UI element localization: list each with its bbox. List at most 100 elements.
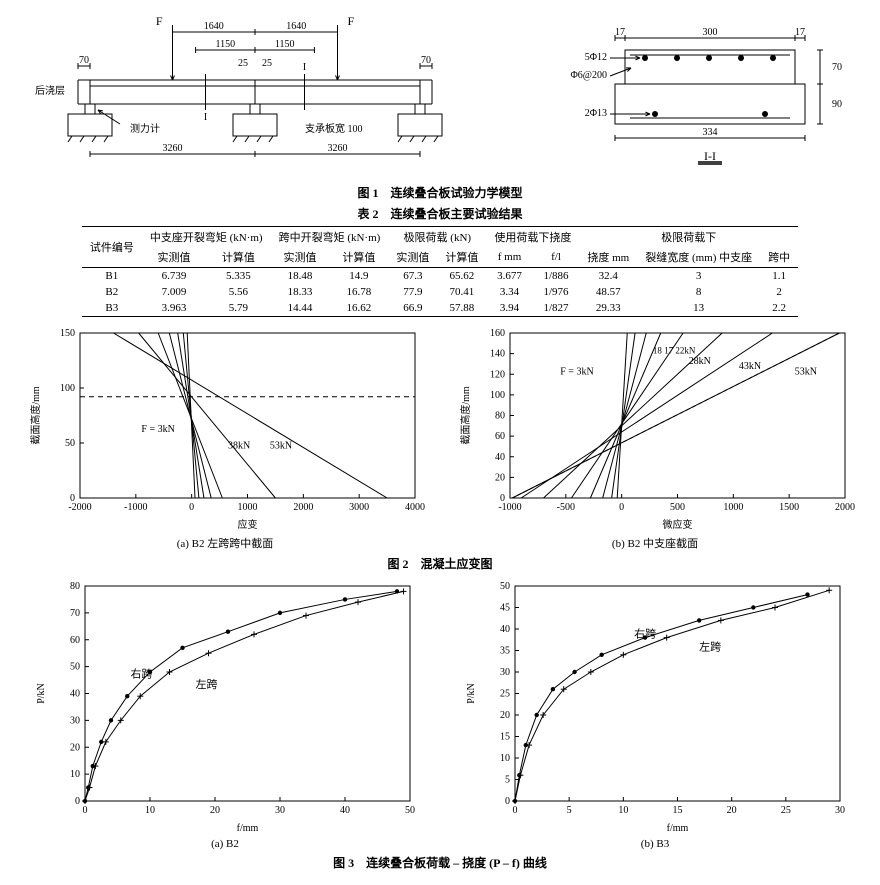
svg-text:70: 70: [79, 55, 89, 66]
svg-text:10: 10: [500, 753, 510, 764]
svg-text:-500: -500: [557, 502, 575, 513]
svg-text:截面高度/mm: 截面高度/mm: [29, 386, 42, 445]
svg-text:10: 10: [70, 769, 80, 780]
svg-text:43kN: 43kN: [739, 361, 761, 372]
svg-text:3260: 3260: [163, 143, 183, 154]
svg-text:50: 50: [405, 805, 415, 816]
svg-text:1640: 1640: [204, 21, 224, 32]
svg-text:0: 0: [70, 493, 75, 504]
svg-text:1150: 1150: [215, 39, 235, 50]
svg-text:右跨: 右跨: [634, 627, 656, 641]
tab2-caption: 表 2 连续叠合板主要试验结果: [10, 205, 870, 222]
svg-text:应变: 应变: [238, 518, 258, 531]
svg-text:5Φ12: 5Φ12: [585, 52, 607, 63]
svg-text:-1000: -1000: [124, 502, 147, 513]
svg-text:50: 50: [65, 438, 75, 449]
svg-text:1640: 1640: [286, 21, 306, 32]
svg-text:18 17 22kN: 18 17 22kN: [653, 346, 696, 356]
fig1: FFII16401640115011507070252532603260后浇层测…: [10, 10, 870, 180]
fig1-left-diagram: FFII16401640115011507070252532603260后浇层测…: [35, 10, 465, 180]
fig1-right-diagram: 5Φ12Φ6@2002Φ1330017177090334I-I: [515, 10, 845, 180]
svg-text:80: 80: [70, 581, 80, 592]
svg-text:10: 10: [145, 805, 155, 816]
svg-text:15: 15: [673, 805, 683, 816]
svg-text:f/mm: f/mm: [667, 823, 689, 834]
svg-text:28kN: 28kN: [689, 356, 711, 367]
svg-text:0: 0: [505, 796, 510, 807]
svg-text:2000: 2000: [293, 502, 313, 513]
fig2b-chart: -1000-5000500100015002000020406080100120…: [455, 323, 855, 533]
svg-text:1000: 1000: [723, 502, 743, 513]
svg-text:53kN: 53kN: [795, 366, 817, 377]
svg-text:120: 120: [490, 369, 505, 380]
svg-text:0: 0: [513, 805, 518, 816]
svg-text:左跨: 左跨: [699, 641, 721, 654]
svg-text:20: 20: [495, 472, 505, 483]
svg-text:I: I: [204, 112, 207, 123]
svg-text:截面高度/mm: 截面高度/mm: [459, 386, 472, 445]
svg-text:2000: 2000: [835, 502, 855, 513]
svg-text:I: I: [303, 62, 306, 73]
svg-text:1000: 1000: [238, 502, 258, 513]
svg-text:0: 0: [83, 805, 88, 816]
svg-text:5: 5: [567, 805, 572, 816]
svg-text:P/kN: P/kN: [36, 683, 47, 704]
svg-text:15: 15: [500, 732, 510, 743]
fig1-caption: 图 1 连续叠合板试验力学模型: [10, 184, 870, 201]
svg-text:20: 20: [210, 805, 220, 816]
svg-text:30: 30: [275, 805, 285, 816]
svg-text:30: 30: [500, 667, 510, 678]
svg-text:3000: 3000: [349, 502, 369, 513]
svg-text:300: 300: [703, 27, 718, 38]
svg-text:F = 3kN: F = 3kN: [141, 424, 174, 435]
svg-text:500: 500: [670, 502, 685, 513]
svg-text:100: 100: [490, 390, 505, 401]
svg-text:50: 50: [500, 581, 510, 592]
svg-text:5: 5: [505, 775, 510, 786]
svg-text:334: 334: [703, 127, 718, 138]
svg-text:F: F: [156, 14, 163, 28]
svg-text:70: 70: [832, 62, 842, 73]
svg-text:160: 160: [490, 328, 505, 339]
svg-text:50: 50: [70, 662, 80, 673]
fig3b-chart: 05101520253005101520253035404550f/mmP/kN…: [460, 576, 850, 836]
svg-text:f/mm: f/mm: [237, 823, 259, 834]
svg-text:0: 0: [500, 493, 505, 504]
svg-text:0: 0: [189, 502, 194, 513]
svg-text:微应变: 微应变: [663, 518, 693, 531]
svg-text:F = 3kN: F = 3kN: [560, 366, 593, 377]
svg-text:40: 40: [500, 624, 510, 635]
svg-text:Φ6@200: Φ6@200: [570, 70, 607, 81]
svg-text:90: 90: [832, 99, 842, 110]
svg-text:40: 40: [340, 805, 350, 816]
svg-text:20: 20: [70, 742, 80, 753]
svg-text:10: 10: [618, 805, 628, 816]
svg-text:25: 25: [500, 689, 510, 700]
svg-text:P/kN: P/kN: [466, 683, 477, 704]
table2: 试件编号中支座开裂弯矩 (kN·m)跨中开裂弯矩 (kN·m)极限荷载 (kN)…: [82, 226, 798, 317]
fig2a-sub: (a) B2 左跨跨中截面: [25, 535, 425, 551]
svg-text:70: 70: [421, 55, 431, 66]
svg-text:140: 140: [490, 349, 505, 360]
svg-text:25: 25: [262, 58, 272, 69]
svg-text:60: 60: [70, 635, 80, 646]
svg-text:100: 100: [60, 383, 75, 394]
svg-text:4000: 4000: [405, 502, 425, 513]
svg-text:20: 20: [500, 710, 510, 721]
svg-text:后浇层: 后浇层: [35, 84, 65, 97]
svg-text:25: 25: [238, 58, 248, 69]
svg-text:70: 70: [70, 608, 80, 619]
svg-text:17: 17: [615, 27, 625, 38]
svg-text:80: 80: [495, 411, 505, 422]
svg-text:25: 25: [781, 805, 791, 816]
svg-text:0: 0: [75, 796, 80, 807]
svg-text:1500: 1500: [779, 502, 799, 513]
svg-text:1150: 1150: [275, 39, 295, 50]
svg-text:17: 17: [795, 27, 805, 38]
fig3b-sub: (b) B3: [460, 838, 850, 850]
svg-text:2Φ13: 2Φ13: [585, 108, 607, 119]
svg-text:60: 60: [495, 431, 505, 442]
svg-text:左跨: 左跨: [196, 678, 218, 691]
svg-text:40: 40: [70, 689, 80, 700]
svg-text:150: 150: [60, 328, 75, 339]
